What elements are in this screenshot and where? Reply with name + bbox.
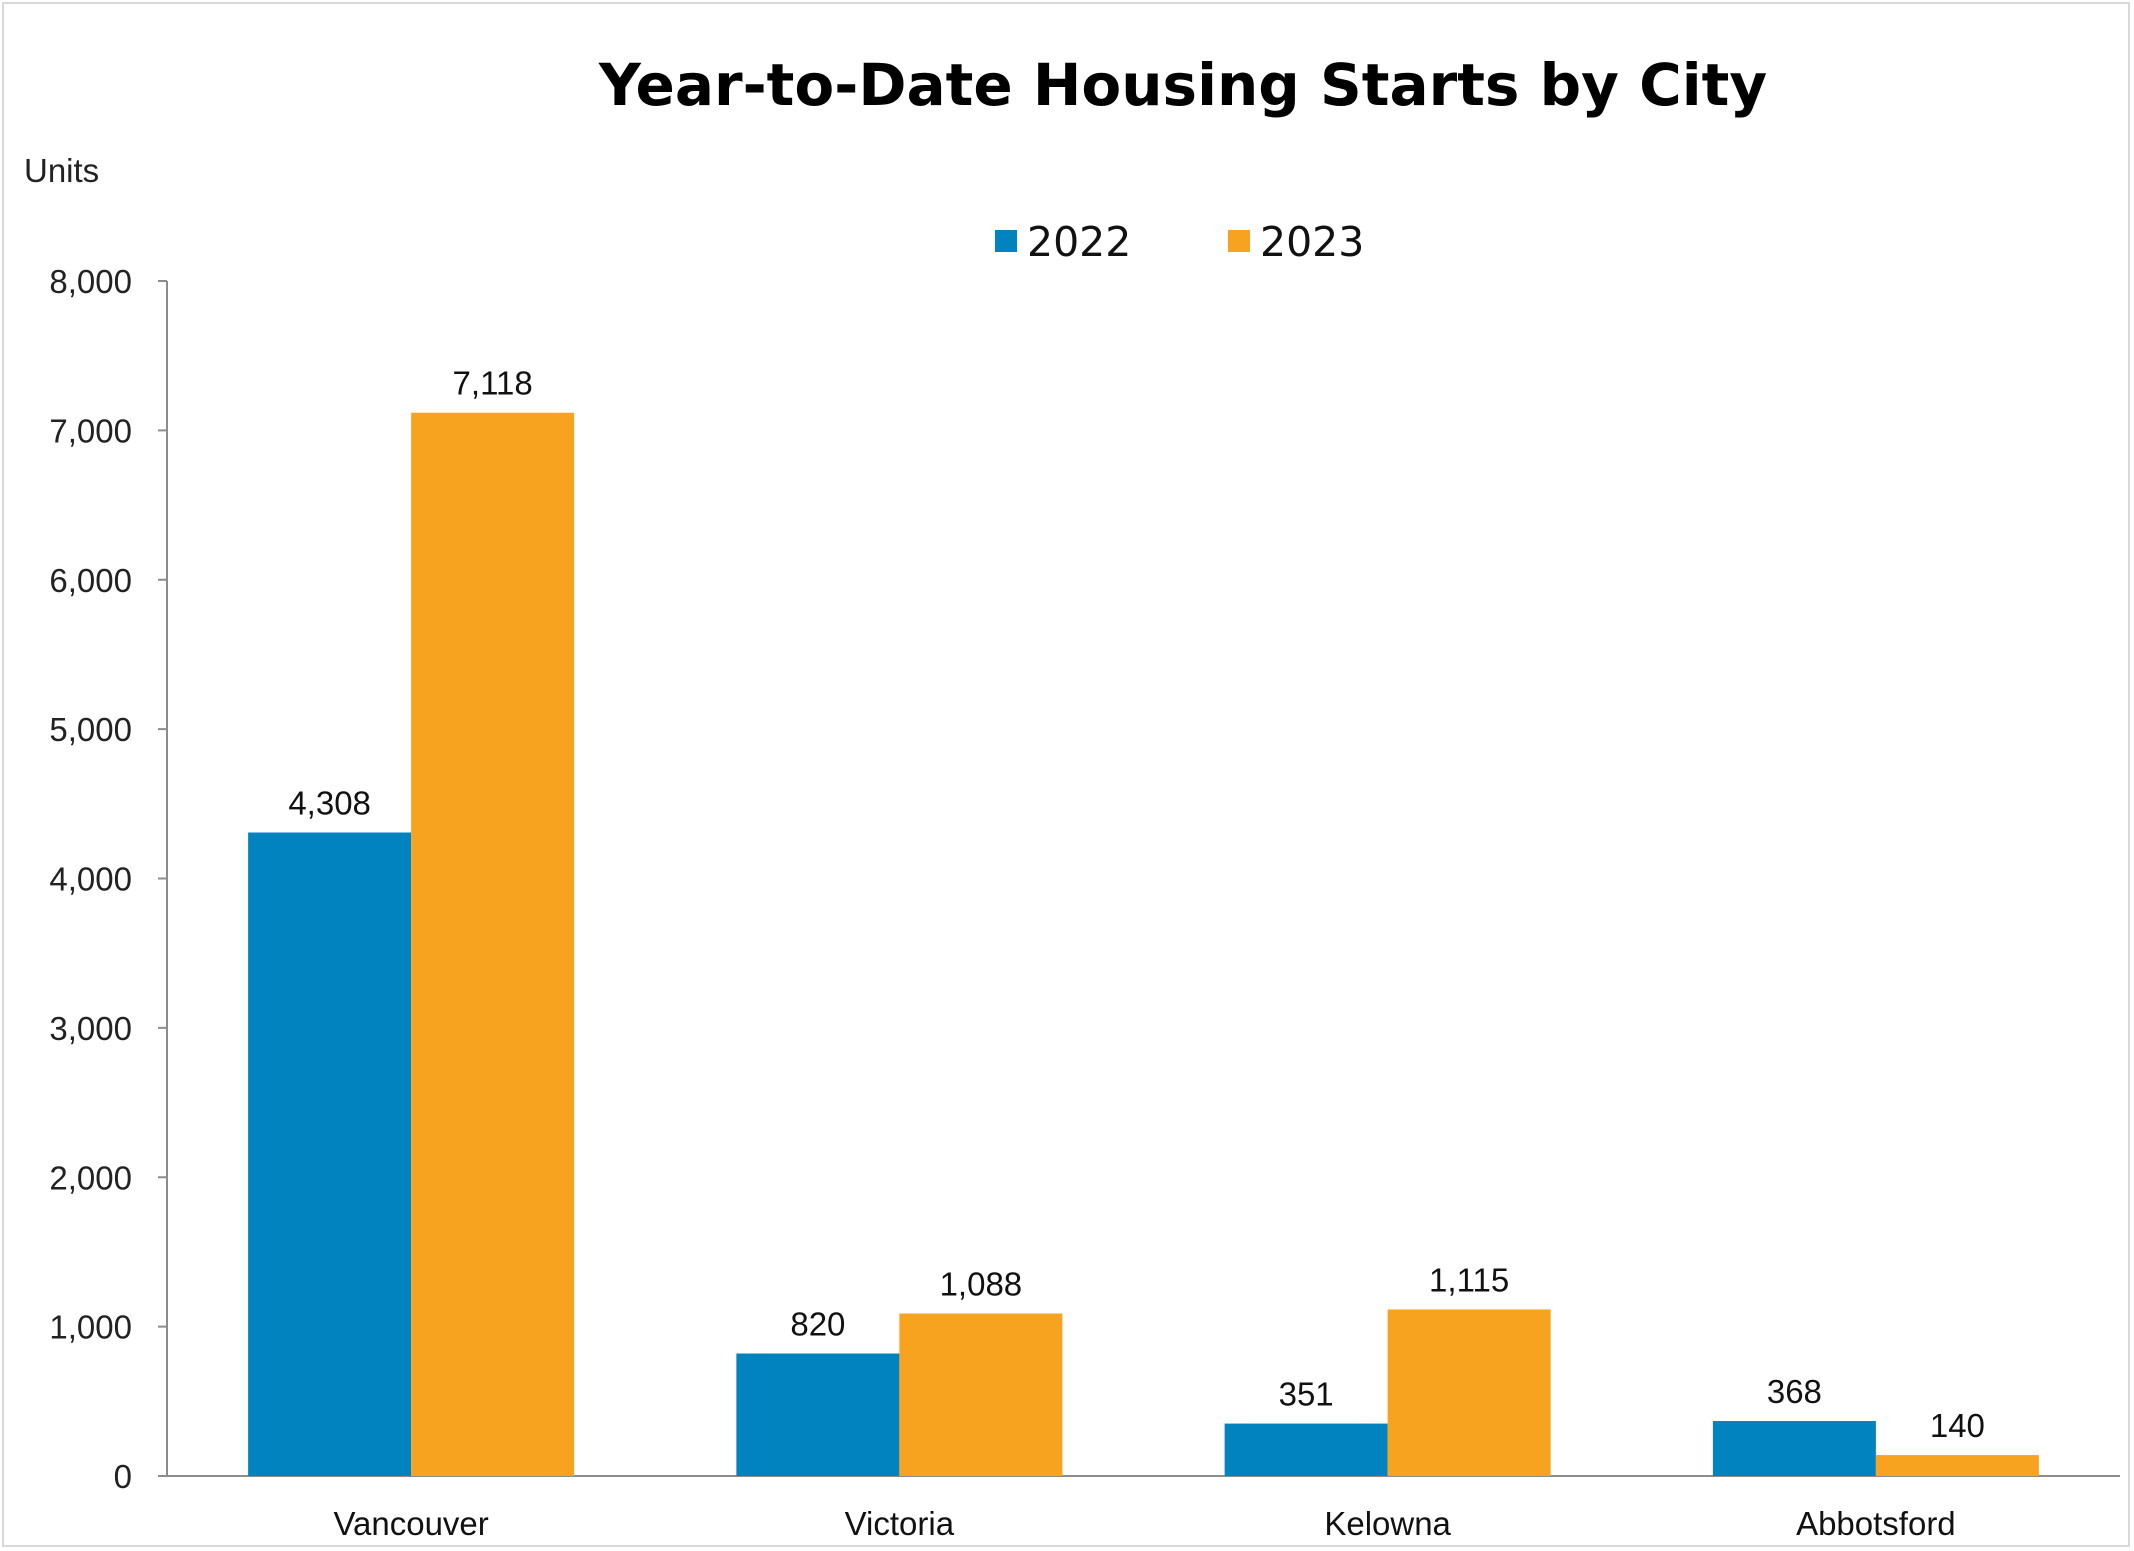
bar xyxy=(1875,1455,2039,1476)
bar xyxy=(411,412,575,1476)
y-tick-label: 7,000 xyxy=(49,412,132,449)
bars: 4,308 7,118 820 1,088 351 1,115 368 140 xyxy=(248,365,2039,1476)
y-tick-label: 6,000 xyxy=(49,562,132,599)
bar xyxy=(1224,1423,1388,1476)
y-tick-label: 0 xyxy=(114,1458,132,1495)
data-label: 351 xyxy=(1279,1376,1334,1413)
legend-swatch xyxy=(995,230,1017,252)
bar xyxy=(1712,1421,1876,1476)
x-tick-label: Abbotsford xyxy=(1796,1505,1956,1542)
bar xyxy=(899,1313,1063,1476)
legend-label: 2022 xyxy=(1027,218,1131,266)
data-label: 140 xyxy=(1930,1407,1985,1444)
bar xyxy=(736,1353,900,1476)
x-axis: Vancouver Victoria Kelowna Abbotsford xyxy=(158,1475,2120,1542)
x-tick-label: Kelowna xyxy=(1324,1505,1451,1542)
y-axis-unit-label: Units xyxy=(24,152,99,189)
y-tick-label: 3,000 xyxy=(49,1010,132,1047)
data-label: 820 xyxy=(790,1306,845,1343)
legend: 2022 2023 xyxy=(995,218,1364,266)
y-tick-label: 1,000 xyxy=(49,1309,132,1346)
data-label: 7,118 xyxy=(453,365,533,402)
chart-title: Year-to-Date Housing Starts by City xyxy=(598,51,1767,119)
x-tick-label: Vancouver xyxy=(333,1505,488,1542)
x-tick-label: Victoria xyxy=(845,1505,955,1542)
y-axis: 0 1,000 2,000 3,000 4,000 5,000 6,000 7,000 8,00… xyxy=(49,263,168,1495)
data-label: 1,088 xyxy=(940,1265,1023,1302)
y-tick-label: 4,000 xyxy=(49,861,132,898)
y-tick-label: 8,000 xyxy=(49,263,132,300)
data-label: 1,115 xyxy=(1429,1261,1509,1298)
bar xyxy=(248,832,412,1476)
y-tick-label: 5,000 xyxy=(49,711,132,748)
data-label: 4,308 xyxy=(288,784,371,821)
legend-label: 2023 xyxy=(1260,218,1364,266)
y-tick-label: 2,000 xyxy=(49,1159,132,1196)
bar xyxy=(1387,1309,1551,1476)
legend-swatch xyxy=(1228,230,1250,252)
data-label: 368 xyxy=(1767,1373,1822,1410)
